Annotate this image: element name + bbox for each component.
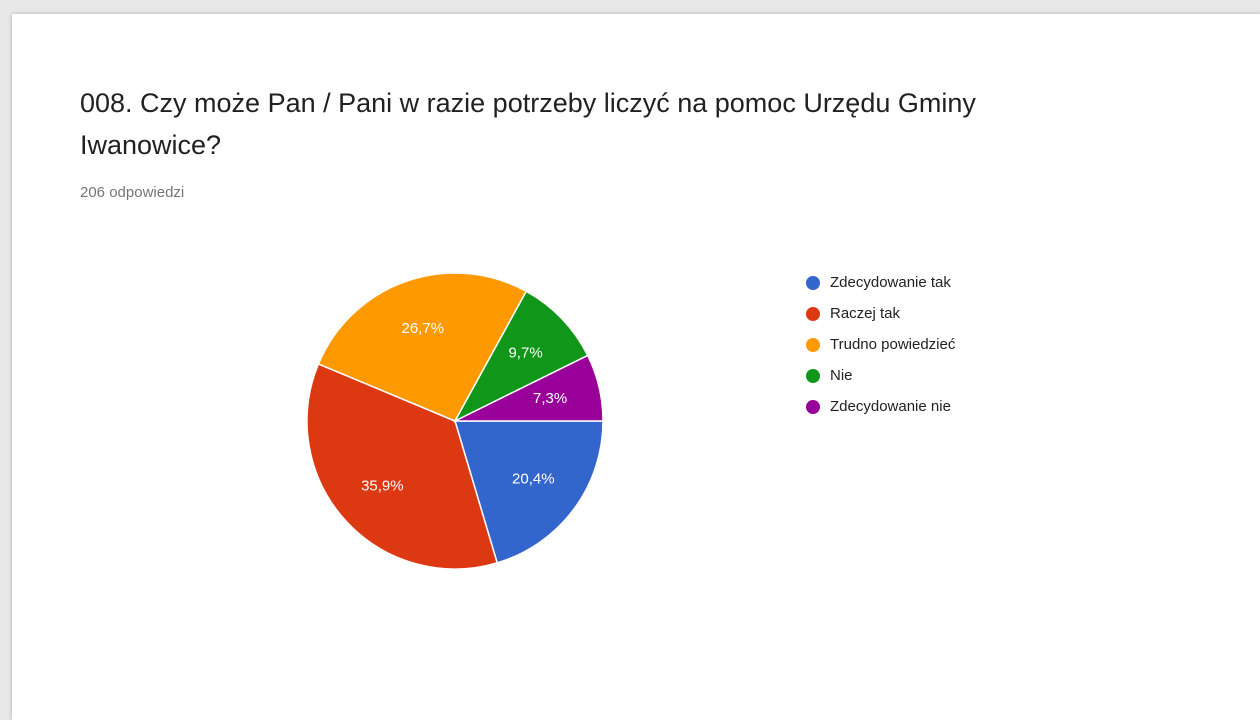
legend-swatch [806,276,820,290]
legend-label: Zdecydowanie tak [830,274,951,291]
legend-label: Trudno powiedzieć [830,336,956,353]
legend-label: Raczej tak [830,305,901,322]
chart-title: 008. Czy może Pan / Pani w razie potrzeb… [80,88,976,160]
legend-swatch [806,400,820,414]
data-label: 20,4% [512,470,555,487]
legend-swatch [806,307,820,321]
pie-slice [454,354,604,422]
pie-slice [306,362,499,570]
data-label: 9,7% [508,344,542,361]
pie-slice [453,290,589,423]
chart-subtitle: 206 odpowiedzi [80,184,185,201]
legend-label: Nie [830,367,853,384]
data-label: 7,3% [533,390,567,407]
legend-swatch [806,369,820,383]
pie-slice [453,420,604,564]
legend-label: Zdecydowanie nie [830,398,951,415]
card: 008. Czy może Pan / Pani w razie potrzeb… [12,14,1260,720]
legend-swatch [806,338,820,352]
pie-slice [317,272,528,422]
data-label: 26,7% [402,320,445,337]
data-label: 35,9% [361,477,404,494]
